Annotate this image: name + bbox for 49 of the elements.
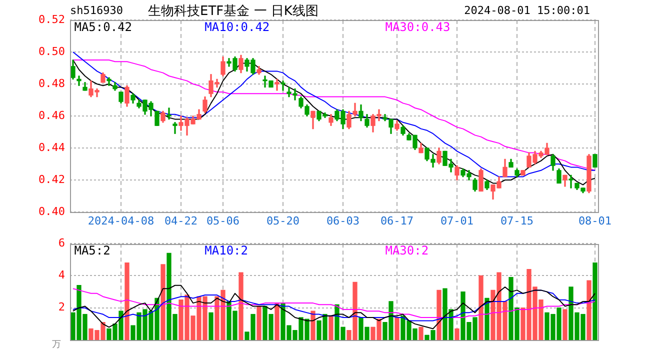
- candlestick: [154, 110, 160, 126]
- bar: [418, 326, 424, 340]
- x-tick-label: 05-20: [266, 214, 300, 228]
- bar: [562, 309, 568, 340]
- bar: [586, 280, 592, 340]
- y-tick-label: 0.44: [38, 140, 66, 154]
- y-tick-label: 0.46: [38, 108, 65, 122]
- bar: [160, 264, 166, 340]
- text: sh516930: [70, 4, 123, 17]
- x-tick-label: 07-01: [440, 214, 474, 228]
- text: MA10:2: [204, 244, 248, 258]
- bar: [592, 262, 598, 340]
- text: MA10:0.42: [204, 20, 270, 34]
- bar: [328, 316, 334, 340]
- x-tick-label: 06-17: [380, 214, 414, 228]
- x-tick-label: 07-15: [500, 214, 534, 228]
- x-tick-label: 05-06: [206, 214, 240, 228]
- bar: [478, 275, 484, 340]
- y-tick-label: 0.50: [38, 44, 65, 58]
- candlestick: [592, 154, 598, 168]
- bar: [238, 272, 244, 340]
- x-tick-label: 06-03: [326, 214, 360, 228]
- y-axis-title: 万: [52, 339, 61, 351]
- bar: [208, 312, 214, 340]
- x-tick-label: 04-22: [164, 214, 198, 228]
- text: MA30:0.43: [385, 20, 450, 34]
- y-tick-label: 6: [58, 236, 65, 250]
- chart-title: 生物科技ETF基金 一 日K线图: [148, 3, 318, 20]
- y-tick-label: 0.40: [38, 204, 65, 218]
- bar: [310, 310, 316, 340]
- x-tick-label: 2024-04-08: [88, 214, 154, 228]
- y-tick-label: 0.48: [38, 76, 65, 90]
- bar: [436, 290, 442, 340]
- bar: [274, 302, 280, 340]
- bar: [124, 262, 130, 340]
- bar: [454, 328, 460, 340]
- bar: [256, 306, 262, 340]
- y-tick-label: 2: [58, 300, 65, 314]
- y-tick-label: 0.42: [38, 172, 65, 186]
- text: 2024-08-01 15:00:01: [464, 4, 590, 17]
- text: MA30:2: [385, 244, 429, 258]
- y-tick-label: 4: [58, 268, 66, 282]
- y-tick-label: 0.52: [38, 12, 65, 26]
- text: MA5:2: [74, 244, 110, 258]
- text: MA5:0.42: [74, 20, 132, 34]
- bar: [484, 298, 490, 340]
- x-tick-label: 08-01: [578, 214, 612, 228]
- bar: [394, 317, 400, 340]
- candlestick: [520, 170, 526, 176]
